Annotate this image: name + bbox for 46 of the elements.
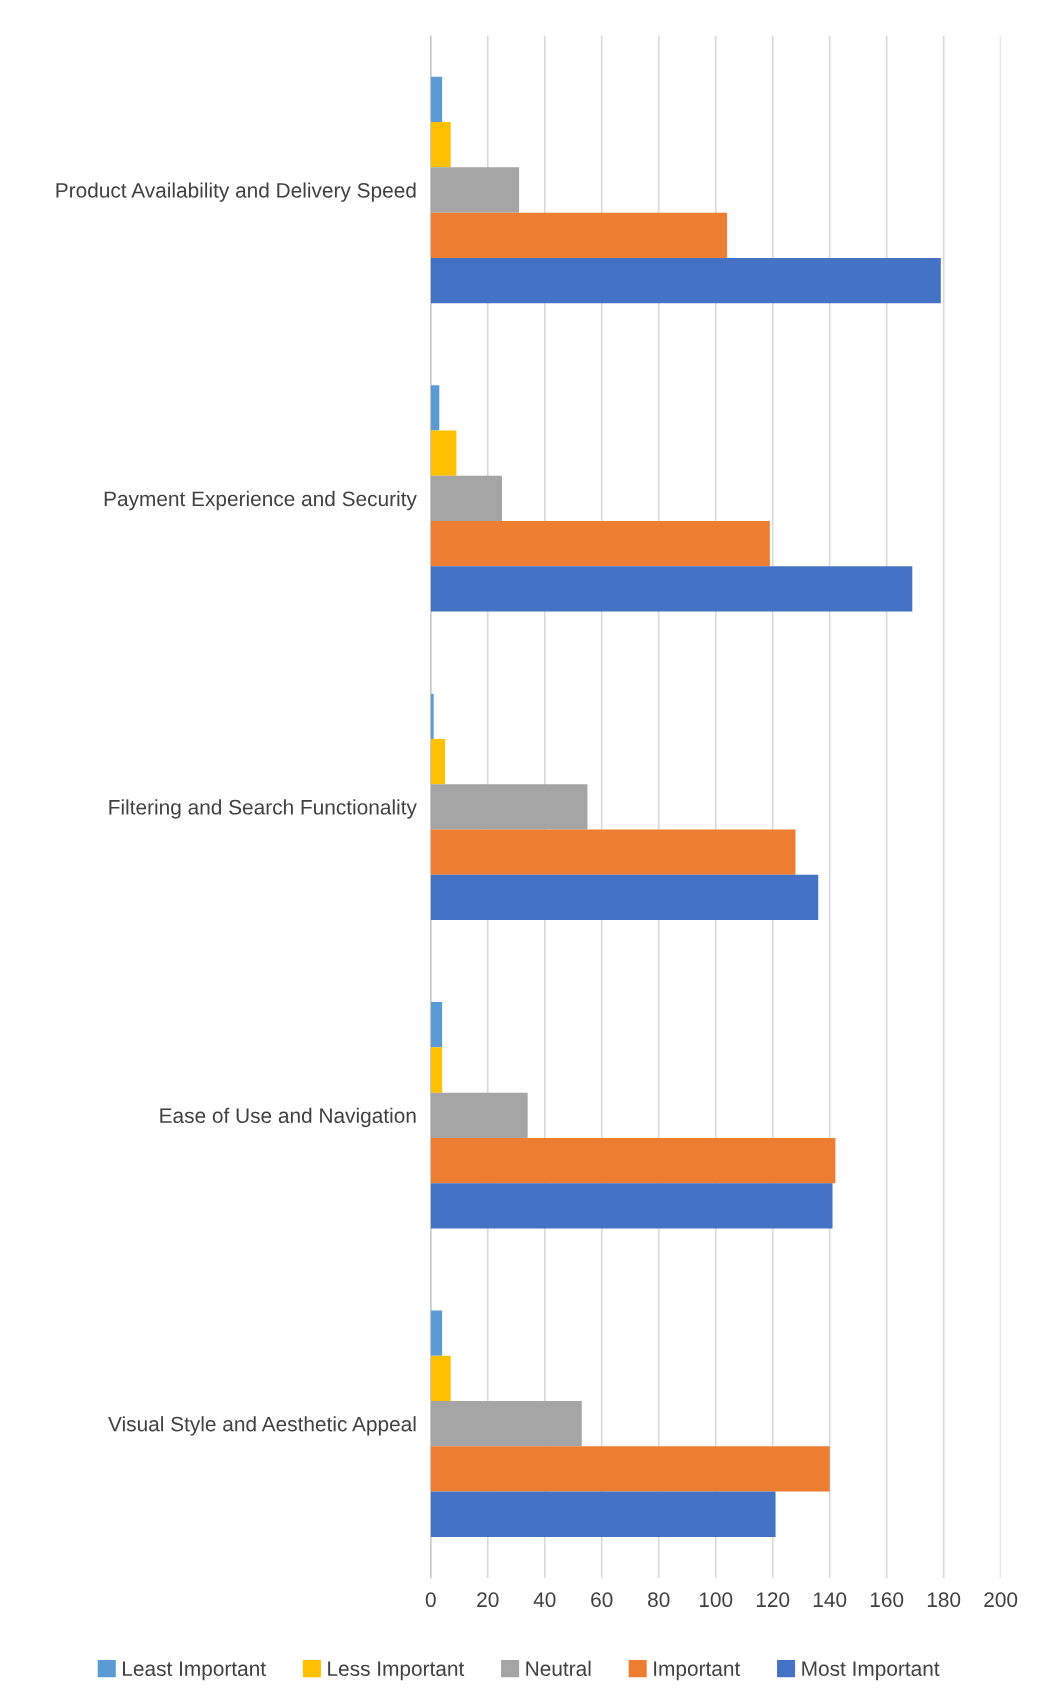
bar [430, 1355, 451, 1402]
bar [430, 1491, 776, 1537]
x-tick-label: 140 [813, 1592, 847, 1608]
x-tick-label: 40 [533, 1592, 556, 1608]
bar [430, 1002, 443, 1048]
y-tick-label: Filtering and Search Functionality [109, 799, 417, 819]
bar [430, 874, 819, 921]
x-tick-label: 0 [425, 1592, 436, 1608]
x-tick-label: 100 [699, 1592, 733, 1608]
bar [430, 1047, 443, 1093]
x-tick-label: 180 [927, 1592, 961, 1608]
bar [430, 430, 457, 476]
x-tick-label: 120 [756, 1592, 790, 1608]
x-tick-label: 80 [648, 1592, 670, 1608]
bar [430, 738, 446, 785]
bar [430, 521, 770, 567]
y-tick-label: Visual Style and Aesthetic Appeal [108, 1416, 416, 1436]
bar [430, 1310, 443, 1356]
bar [430, 1137, 836, 1184]
legend-label: Important [654, 1661, 741, 1681]
x-tick-label: 160 [870, 1592, 904, 1608]
x-tick-label: 200 [984, 1592, 1018, 1608]
bar [430, 76, 443, 123]
legend-label: Least Important [123, 1661, 266, 1681]
bar [430, 385, 440, 431]
y-tick-label: Product Availability and Delivery Speed [56, 182, 416, 202]
bar [430, 784, 588, 830]
bar [430, 475, 502, 522]
y-tick-label: Payment Experience and Security [104, 490, 417, 511]
bar [430, 212, 728, 258]
bar [430, 122, 451, 168]
y-tick-label: Ease of Use and Navigation [160, 1107, 416, 1128]
bar [430, 829, 796, 875]
bar [430, 566, 913, 612]
bar [430, 1401, 582, 1447]
bar [430, 1092, 528, 1138]
legend-label: Most Important [802, 1661, 940, 1681]
bar [430, 167, 520, 213]
legend-label: Less Important [328, 1661, 465, 1681]
legend-label: Neutral [526, 1660, 591, 1677]
bar [430, 257, 941, 304]
bar [430, 1446, 830, 1492]
x-tick-label: 60 [591, 1592, 613, 1608]
bar [430, 1183, 833, 1229]
bar [430, 693, 434, 739]
x-tick-label: 20 [477, 1592, 499, 1608]
